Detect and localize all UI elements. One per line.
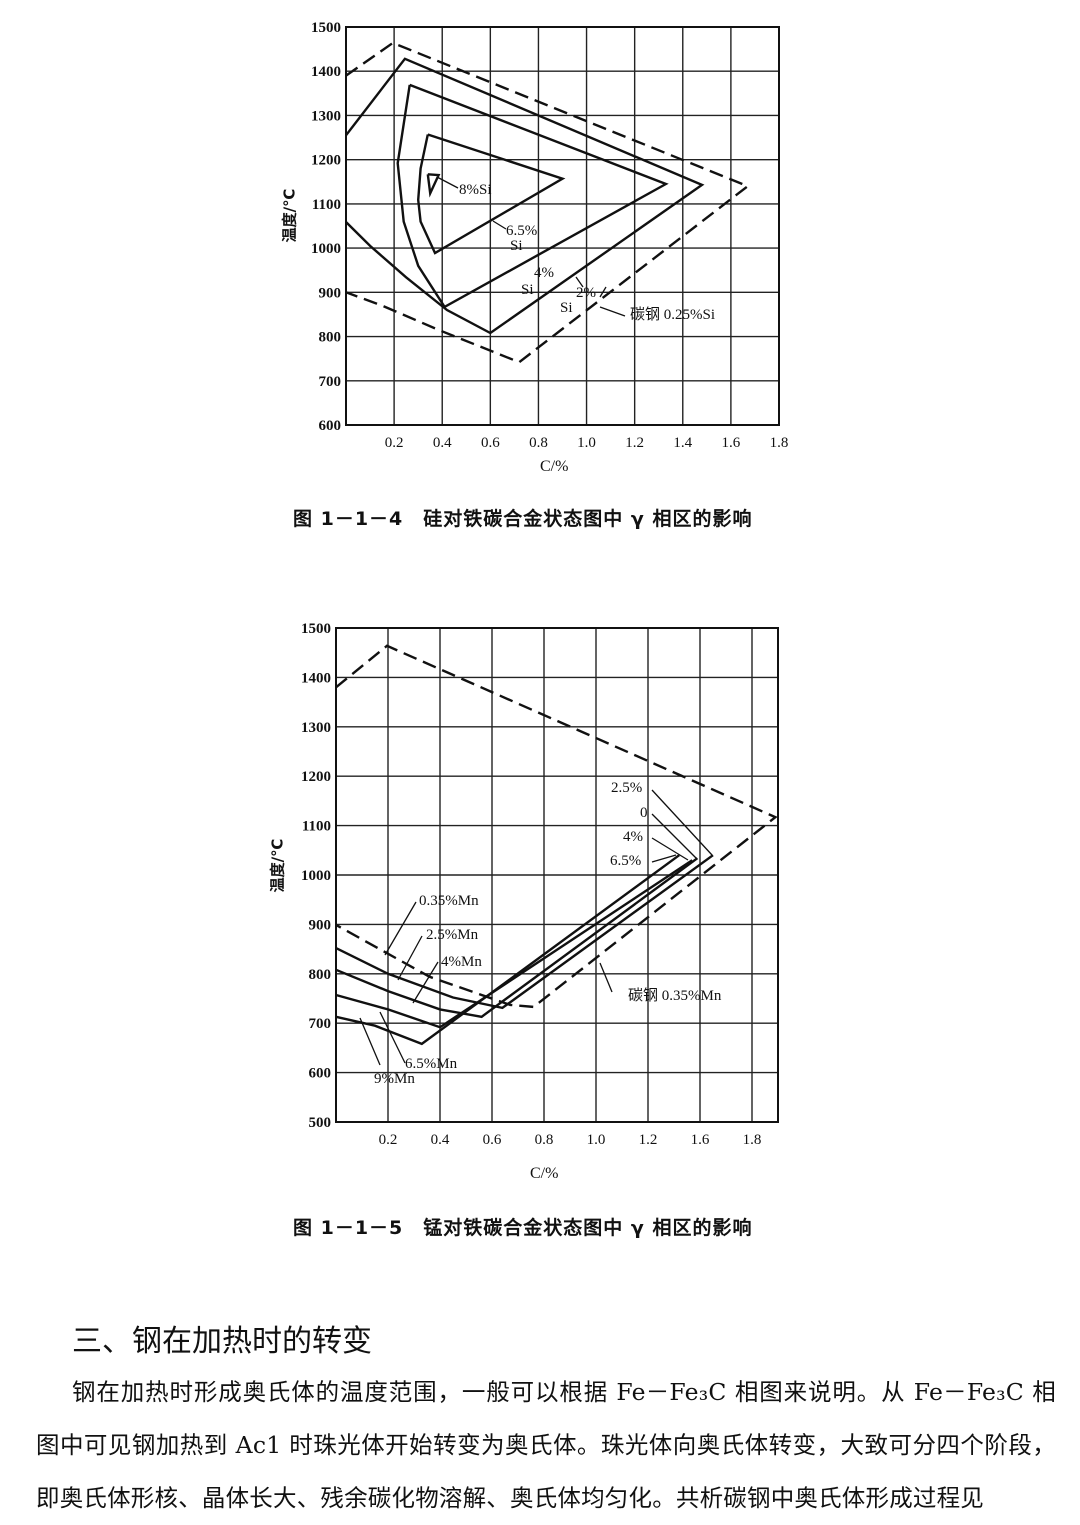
x-tick-label: 0.4 xyxy=(431,1132,450,1148)
y-tick-label: 1200 xyxy=(301,769,331,785)
y-tick-label: 800 xyxy=(309,967,332,983)
label-4-si: Si xyxy=(521,282,534,298)
figure-caption: 图 1－1－5 锰对铁碳合金状态图中 γ 相区的影响 xyxy=(293,1217,753,1239)
label-0-35mn: 0.35%Mn xyxy=(419,893,479,909)
label-6-5: 6.5% xyxy=(506,223,538,239)
x-tick-label: 1.6 xyxy=(691,1132,710,1148)
y-tick-label: 500 xyxy=(309,1115,332,1131)
x-tick-label: 1.2 xyxy=(625,435,644,451)
label-4: 4% xyxy=(534,265,554,281)
x-tick-label: 0.2 xyxy=(379,1132,398,1148)
y-tick-label: 1100 xyxy=(312,197,341,213)
y-tick-label: 700 xyxy=(309,1016,332,1032)
x-tick-label: 0.4 xyxy=(433,435,452,451)
series-line xyxy=(335,644,778,1009)
y-tick-label: 1300 xyxy=(301,720,331,736)
label-4: 4% xyxy=(623,829,643,845)
x-axis-label: C/% xyxy=(530,1165,559,1182)
label-carbon-steel-mn: 碳钢 0.35%Mn xyxy=(628,988,722,1004)
label-2-si: Si xyxy=(560,300,573,316)
body-paragraph: 钢在加热时形成奥氏体的温度范围，一般可以根据 Fe－Fe₃C 相图来说明。从 F… xyxy=(36,1378,1056,1512)
plot-frame xyxy=(335,627,779,1123)
series-line xyxy=(335,859,693,1029)
label-carbon-steel-si: 碳钢 0.25%Si xyxy=(630,307,716,323)
y-tick-label: 1400 xyxy=(301,670,331,686)
x-axis-label: C/% xyxy=(540,458,569,475)
label-8si: 8%Si xyxy=(459,182,492,198)
x-tick-label: 1.0 xyxy=(577,435,596,451)
label-9mn: 9%Mn xyxy=(374,1071,415,1087)
series-line xyxy=(345,57,705,335)
figure-1-1-5-plot: 0.2 0.4 0.6 0.8 1.0 1.2 1.6 1.8 1500 1400 1300 1200… xyxy=(301,621,779,1148)
figure-caption: 图 1－1－4 硅对铁碳合金状态图中 γ 相区的影响 xyxy=(293,508,753,530)
y-tick-label: 1500 xyxy=(311,20,341,36)
label-2: 2% xyxy=(576,285,596,301)
x-tick-label: 1.2 xyxy=(639,1132,658,1148)
figure-1-1-4-plot: 0.2 0.4 0.6 0.8 1.0 1.2 1.4 1.6 1.8 1500 1400 1300 1… xyxy=(311,20,788,451)
series-line xyxy=(426,173,441,198)
label-2-5mn: 2.5%Mn xyxy=(426,927,479,943)
leader-lines-fig2 xyxy=(359,789,713,1066)
series-line xyxy=(396,83,669,309)
y-tick-label: 600 xyxy=(319,418,342,434)
x-tick-label: 0.6 xyxy=(481,435,500,451)
x-tick-label: 0.6 xyxy=(483,1132,502,1148)
y-tick-label: 1400 xyxy=(311,64,341,80)
y-tick-label: 1500 xyxy=(301,621,331,637)
x-tick-label: 0.2 xyxy=(385,435,404,451)
y-tick-label: 800 xyxy=(319,330,342,346)
label-4mn: 4%Mn xyxy=(441,954,482,970)
x-tick-label: 1.8 xyxy=(770,435,789,451)
x-tick-label: 0.8 xyxy=(529,435,548,451)
leader-lines-fig1 xyxy=(436,176,626,317)
section-heading: 三、钢在加热时的转变 xyxy=(72,1324,372,1359)
y-axis-label: 温度/℃ xyxy=(268,838,287,893)
y-axis-label: 温度/℃ xyxy=(280,188,299,243)
series-line xyxy=(416,133,566,255)
label-6-5: 6.5% xyxy=(610,853,642,869)
series-line xyxy=(335,854,714,1010)
x-tick-label: 1.4 xyxy=(673,435,692,451)
x-tick-label: 1.6 xyxy=(722,435,741,451)
series-line xyxy=(335,854,680,1046)
x-tick-label: 0.8 xyxy=(535,1132,554,1148)
label-2-5: 2.5% xyxy=(611,780,643,796)
y-tick-label: 900 xyxy=(319,285,342,301)
y-tick-label: 1000 xyxy=(301,868,331,884)
plot-frame xyxy=(345,26,780,426)
y-tick-label: 1000 xyxy=(311,241,341,257)
y-tick-label: 1100 xyxy=(302,819,331,835)
y-tick-label: 1200 xyxy=(311,153,341,169)
x-tick-label: 1.8 xyxy=(743,1132,762,1148)
series-line xyxy=(335,857,699,1019)
y-tick-label: 900 xyxy=(309,917,332,933)
label-6-5mn: 6.5%Mn xyxy=(405,1056,458,1072)
y-tick-label: 600 xyxy=(309,1066,332,1082)
x-tick-label: 1.0 xyxy=(587,1132,606,1148)
y-tick-label: 700 xyxy=(319,374,342,390)
label-6-5-si: Si xyxy=(510,238,523,254)
label-0: 0 xyxy=(640,805,648,821)
y-tick-label: 1300 xyxy=(311,108,341,124)
